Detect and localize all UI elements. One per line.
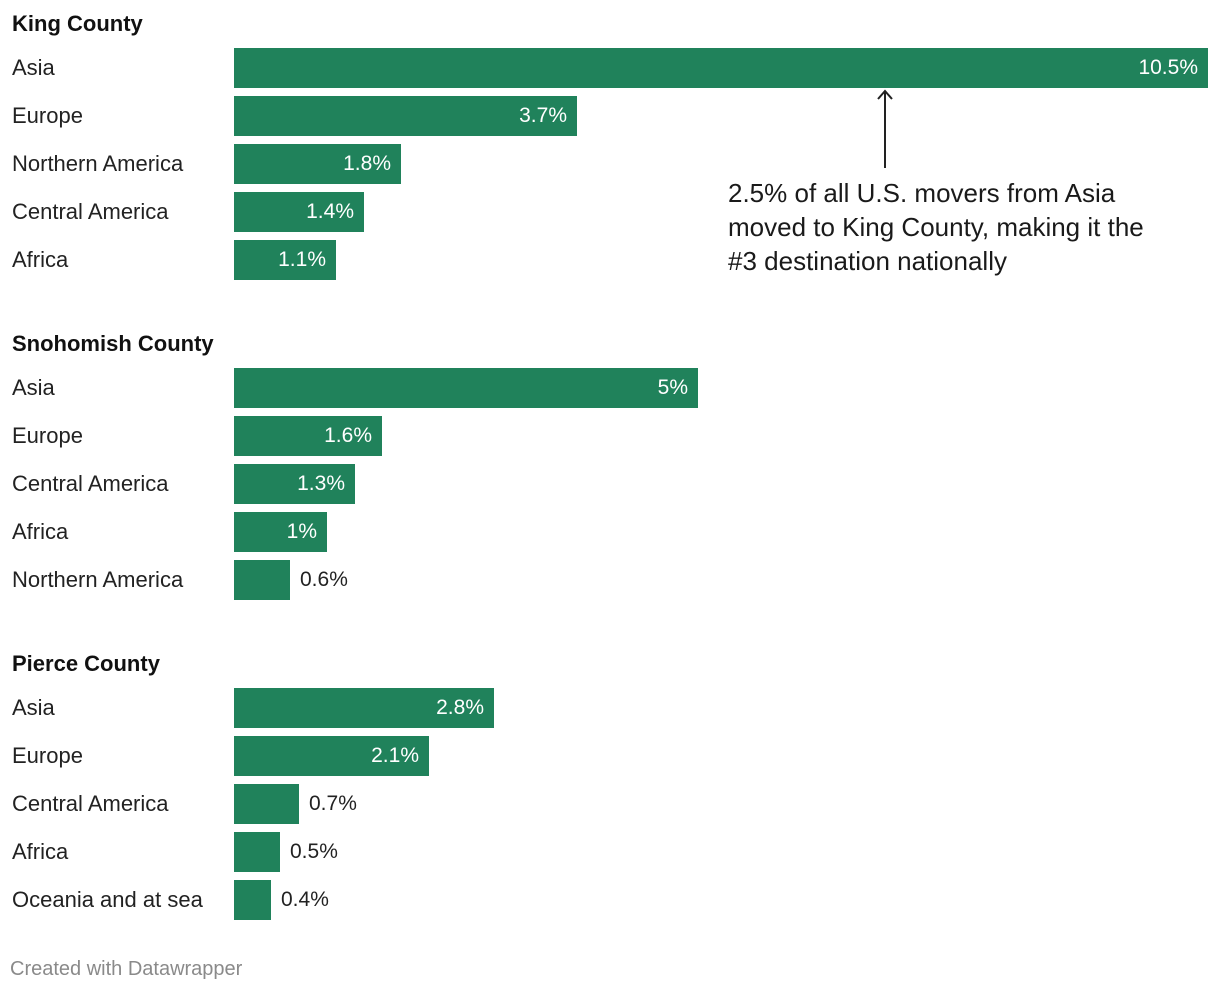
category-label: Europe — [12, 743, 83, 768]
bar — [234, 416, 382, 456]
footer-credit: Created with Datawrapper — [10, 958, 243, 980]
category-label: Africa — [12, 519, 69, 544]
category-label: Central America — [12, 199, 169, 224]
bar — [234, 736, 429, 776]
category-label: Asia — [12, 695, 55, 720]
value-label: 1% — [286, 520, 317, 543]
bar — [234, 832, 280, 872]
category-label: Central America — [12, 471, 169, 496]
category-label: Northern America — [12, 567, 184, 592]
bar — [234, 144, 401, 184]
value-label: 0.7% — [309, 792, 357, 815]
value-label: 2.8% — [436, 696, 484, 719]
value-label: 0.5% — [290, 840, 338, 863]
bar — [234, 512, 327, 552]
bar — [234, 48, 1208, 88]
value-label: 5% — [657, 376, 688, 399]
bar — [234, 880, 271, 920]
bar — [234, 368, 698, 408]
annotation-arrow-head — [877, 89, 893, 100]
value-label: 0.6% — [300, 568, 348, 591]
bar — [234, 464, 355, 504]
value-label: 10.5% — [1138, 56, 1198, 79]
group-title: Pierce County — [12, 651, 160, 676]
category-label: Central America — [12, 791, 169, 816]
category-label: Asia — [12, 375, 55, 400]
group-title: King County — [12, 11, 143, 36]
category-label: Oceania and at sea — [12, 887, 203, 912]
value-label: 1.1% — [278, 248, 326, 271]
value-label: 1.6% — [324, 424, 372, 447]
value-label: 1.3% — [297, 472, 345, 495]
value-label: 1.8% — [343, 152, 391, 175]
bar — [234, 688, 494, 728]
category-label: Africa — [12, 839, 69, 864]
category-label: Asia — [12, 55, 55, 80]
category-label: Europe — [12, 103, 83, 128]
value-label: 1.4% — [306, 200, 354, 223]
category-label: Northern America — [12, 151, 184, 176]
group-title: Snohomish County — [12, 331, 214, 356]
category-label: Africa — [12, 247, 69, 272]
bar — [234, 784, 299, 824]
annotation-text: 2.5% of all U.S. movers from Asia moved … — [728, 178, 1144, 276]
bar — [234, 96, 577, 136]
value-label: 3.7% — [519, 104, 567, 127]
annotation-arrow — [877, 89, 893, 168]
bar — [234, 240, 336, 280]
value-label: 2.1% — [371, 744, 419, 767]
bar — [234, 560, 290, 600]
value-label: 0.4% — [281, 888, 329, 911]
category-label: Europe — [12, 423, 83, 448]
bar — [234, 192, 364, 232]
